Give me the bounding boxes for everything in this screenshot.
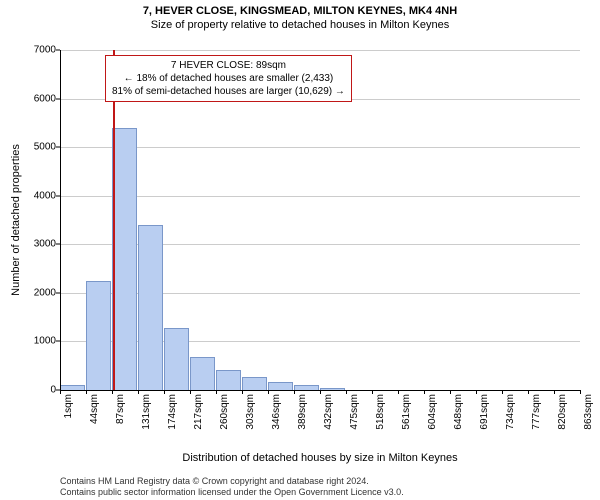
info-line-3: 81% of semi-detached houses are larger (… <box>112 85 345 98</box>
y-tick-label: 2000 <box>26 287 56 298</box>
x-tick-label: 475sqm <box>349 394 360 430</box>
x-tick-mark <box>346 390 347 394</box>
y-tick-label: 6000 <box>26 93 56 104</box>
info-box: 7 HEVER CLOSE: 89sqm ← 18% of detached h… <box>105 55 352 102</box>
x-tick-mark <box>528 390 529 394</box>
x-tick-mark <box>398 390 399 394</box>
y-tick-label: 7000 <box>26 45 56 56</box>
info-line-1: 7 HEVER CLOSE: 89sqm <box>112 59 345 72</box>
y-tick-label: 0 <box>26 385 56 396</box>
histogram-bar <box>86 281 111 390</box>
x-tick-label: 820sqm <box>557 394 568 430</box>
x-tick-label: 863sqm <box>583 394 594 430</box>
gridline <box>60 147 580 148</box>
x-tick-mark <box>86 390 87 394</box>
x-tick-mark <box>320 390 321 394</box>
x-tick-label: 1sqm <box>63 394 74 418</box>
histogram-bar <box>216 370 241 390</box>
x-tick-mark <box>424 390 425 394</box>
x-tick-mark <box>190 390 191 394</box>
y-axis-line <box>60 50 61 390</box>
x-tick-label: 691sqm <box>479 394 490 430</box>
x-tick-label: 44sqm <box>89 394 100 424</box>
x-tick-mark <box>554 390 555 394</box>
x-tick-mark <box>268 390 269 394</box>
histogram-bar <box>138 225 163 390</box>
gridline <box>60 196 580 197</box>
x-axis-label: Distribution of detached houses by size … <box>60 452 580 464</box>
x-tick-mark <box>580 390 581 394</box>
x-tick-mark <box>450 390 451 394</box>
x-tick-mark <box>164 390 165 394</box>
x-tick-label: 518sqm <box>375 394 386 430</box>
y-axis-label: Number of detached properties <box>10 144 22 296</box>
footer-line-1: Contains HM Land Registry data © Crown c… <box>60 476 404 487</box>
x-tick-label: 432sqm <box>323 394 334 430</box>
x-tick-label: 303sqm <box>245 394 256 430</box>
histogram-bar <box>164 328 189 390</box>
x-tick-mark <box>60 390 61 394</box>
x-tick-mark <box>502 390 503 394</box>
y-tick-mark <box>56 195 60 196</box>
histogram-bar <box>112 128 137 390</box>
y-tick-mark <box>56 244 60 245</box>
x-tick-label: 561sqm <box>401 394 412 430</box>
y-tick-mark <box>56 98 60 99</box>
y-tick-label: 1000 <box>26 336 56 347</box>
x-tick-mark <box>372 390 373 394</box>
x-axis: 1sqm 44sqm 87sqm 131sqm 174sqm 217sqm 260sqm 30… <box>60 390 580 440</box>
x-tick-label: 777sqm <box>531 394 542 430</box>
histogram-bar <box>190 357 215 390</box>
x-tick-label: 734sqm <box>505 394 516 430</box>
x-tick-label: 174sqm <box>167 394 178 430</box>
x-tick-mark <box>216 390 217 394</box>
y-tick-mark <box>56 147 60 148</box>
x-tick-label: 604sqm <box>427 394 438 430</box>
x-tick-mark <box>476 390 477 394</box>
info-line-2: ← 18% of detached houses are smaller (2,… <box>112 72 345 85</box>
chart-subtitle: Size of property relative to detached ho… <box>0 17 600 31</box>
y-tick-label: 3000 <box>26 239 56 250</box>
x-tick-label: 346sqm <box>271 394 282 430</box>
x-tick-mark <box>138 390 139 394</box>
y-tick-mark <box>56 292 60 293</box>
x-tick-label: 217sqm <box>193 394 204 430</box>
footer-attribution: Contains HM Land Registry data © Crown c… <box>60 476 404 498</box>
y-tick-label: 5000 <box>26 142 56 153</box>
x-tick-label: 131sqm <box>141 394 152 430</box>
x-tick-label: 648sqm <box>453 394 464 430</box>
y-tick-label: 4000 <box>26 190 56 201</box>
x-tick-label: 260sqm <box>219 394 230 430</box>
y-tick-mark <box>56 341 60 342</box>
y-tick-mark <box>56 50 60 51</box>
footer-line-2: Contains public sector information licen… <box>60 487 404 498</box>
x-tick-label: 389sqm <box>297 394 308 430</box>
x-tick-mark <box>294 390 295 394</box>
chart-title: 7, HEVER CLOSE, KINGSMEAD, MILTON KEYNES… <box>0 0 600 17</box>
y-axis: 01000200030004000500060007000 <box>30 50 60 390</box>
x-tick-mark <box>242 390 243 394</box>
x-tick-label: 87sqm <box>115 394 126 424</box>
x-tick-mark <box>112 390 113 394</box>
histogram-bar <box>268 382 293 390</box>
histogram-bar <box>242 377 267 390</box>
gridline <box>60 50 580 51</box>
